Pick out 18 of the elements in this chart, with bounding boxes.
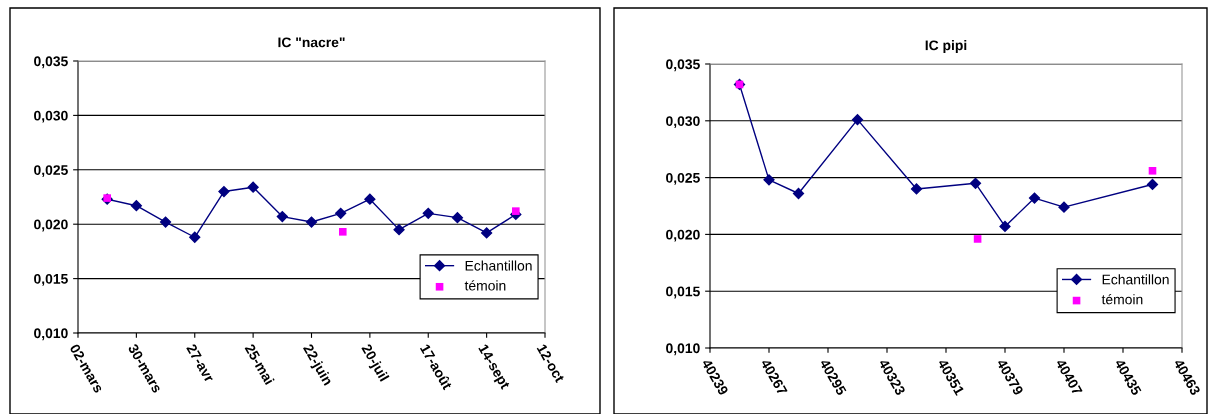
legend-label: témoin	[1101, 293, 1143, 305]
y-tick-label: 0,010	[666, 343, 700, 356]
y-tick-label: 0,025	[666, 172, 700, 185]
y-tick-label: 0,015	[34, 273, 68, 286]
y-tick-label: 0,030	[666, 116, 700, 128]
legend-label: Echantillon	[1102, 274, 1169, 285]
legend-label: Echantillon	[465, 260, 532, 271]
legend-label: témoin	[464, 280, 506, 291]
y-tick-label: 0,015	[666, 286, 700, 299]
y-tick-label: 0,035	[666, 59, 700, 72]
y-tick-label: 0,035	[34, 56, 68, 69]
y-tick-label: 0,010	[34, 328, 68, 341]
y-tick-label: 0,020	[666, 229, 700, 242]
chart-title: IC "nacre"	[278, 37, 345, 48]
y-tick-label: 0,025	[34, 165, 68, 177]
chart-title: IC pipi	[925, 40, 967, 53]
y-tick-label: 0,020	[34, 219, 68, 232]
y-tick-label: 0,030	[34, 110, 68, 123]
